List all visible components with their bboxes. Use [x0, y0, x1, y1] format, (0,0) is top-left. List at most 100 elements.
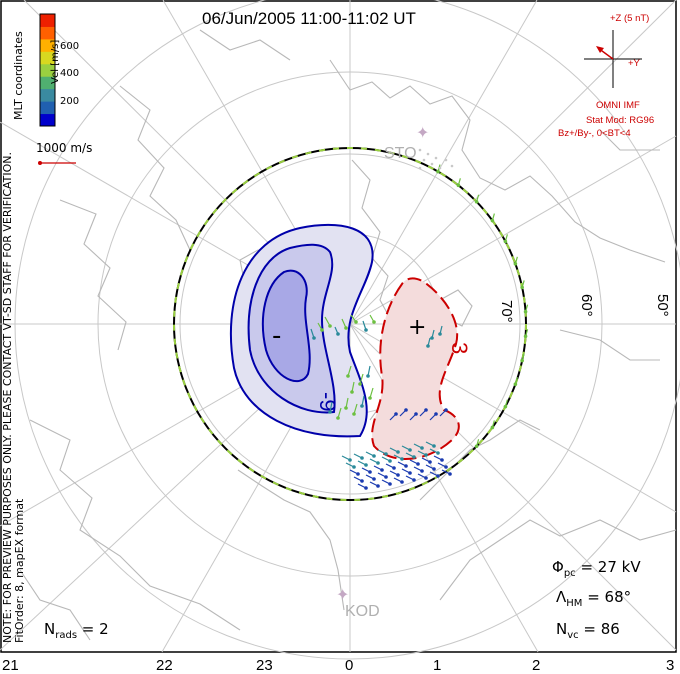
velocity-vector-origin [376, 484, 380, 488]
velocity-vector-origin [520, 285, 524, 290]
velocity-colorbar: 600 400 200 Vel [m/s] MLT coordinates [12, 13, 79, 127]
velocity-vector-origin [404, 464, 408, 468]
velocity-vector-origin [430, 336, 434, 340]
cross-polar-potential: Φpc = 27 kV [552, 558, 641, 579]
heppner-maynard-boundary-dash [173, 147, 527, 501]
colorbar-segment [40, 26, 55, 40]
mlt-axis: 21 22 23 0 1 2 3 [2, 657, 674, 674]
scale-vector: 1000 m/s [36, 141, 92, 165]
velocity-vector-origin [360, 404, 364, 408]
colorbar-segment [40, 101, 55, 115]
velocity-vector-origin [503, 239, 508, 244]
velocity-vector-origin [350, 390, 354, 394]
station-sto: ✦ STO [384, 123, 454, 170]
velocity-vector-origin [404, 408, 408, 412]
velocity-vector-origin [372, 320, 376, 324]
imf-y-label: +Y [628, 58, 641, 69]
velocity-vector-origin [428, 460, 432, 464]
stat-model: Stat Mod: RG96 [586, 115, 654, 126]
velocity-vector-origin [320, 328, 324, 332]
velocity-vector-origin [520, 358, 524, 363]
negative-cell: - -9 [229, 223, 374, 438]
velocity-vector-origin [388, 482, 392, 486]
vector-count: Nvc = 86 [556, 620, 620, 641]
mlt-tick: 23 [256, 657, 273, 674]
latitude-label-50: 50° [654, 294, 671, 317]
positive-cell: + 3 [371, 277, 472, 460]
velocity-vector-origin [376, 461, 380, 465]
velocity-vector-origin [344, 326, 348, 330]
velocity-vector-origin [440, 458, 444, 462]
velocity-vector-origin [400, 480, 404, 484]
radar-count: Nrads = 2 [44, 620, 109, 641]
mlt-tick: 21 [2, 657, 19, 674]
velocity-vector-origin [360, 479, 364, 483]
colorbar-segment [40, 38, 55, 52]
velocity-vector-origin [490, 425, 495, 430]
velocity-vector-origin [448, 472, 452, 476]
velocity-vector-origin [424, 453, 428, 457]
velocity-vector-origin [503, 404, 508, 409]
colorbar-tick-600: 600 [60, 41, 79, 52]
colorbar-tick-400: 400 [60, 68, 79, 79]
map-title: 06/Jun/2005 11:00-11:02 UT [202, 9, 416, 28]
velocity-vector-origin [360, 456, 364, 460]
scale-vector-label: 1000 m/s [36, 141, 92, 155]
velocity-vector-origin [372, 454, 376, 458]
velocity-vector-origin [352, 465, 356, 469]
mlt-tick: 22 [156, 657, 173, 674]
station-kod: ✦ KOD [336, 585, 380, 620]
station-marker-icon: ✦ [416, 123, 429, 142]
velocity-vector-origin [364, 328, 368, 332]
velocity-vector-origin [438, 332, 442, 336]
velocity-vector-origin [336, 416, 340, 420]
velocity-vector-origin [414, 412, 418, 416]
velocity-vector-origin [348, 458, 352, 462]
velocity-vector-origin [513, 382, 518, 386]
hm-latitude: ΛHM = 68° [556, 588, 631, 609]
velocity-vector-origin [436, 474, 440, 478]
colorbar-segment [40, 63, 55, 77]
velocity-vector-origin [368, 396, 372, 400]
velocity-vector-origin [384, 475, 388, 479]
velocity-vector-origin [474, 444, 479, 449]
velocity-vector-origin [396, 450, 400, 454]
plot-frame [0, 0, 677, 653]
imf-condition: Bz+/By-, 0<BT<4 [558, 128, 631, 139]
velocity-vector-origin [434, 412, 438, 416]
velocity-vector-origin [328, 410, 332, 414]
velocity-vector-origin [436, 451, 440, 455]
velocity-vector-origin [384, 452, 388, 456]
velocity-vector-origin [412, 455, 416, 459]
velocity-vector-origin [408, 448, 412, 452]
velocity-vector-origin [346, 374, 350, 378]
velocity-vector-origin [416, 462, 420, 466]
fit-order-note: FitOrder: 8, mapEX format [13, 498, 26, 643]
velocity-vector-origin [424, 476, 428, 480]
mlt-tick: 3 [666, 657, 674, 674]
velocity-vector-origin [392, 466, 396, 470]
velocity-vectors [310, 164, 529, 490]
colorbar-segment [40, 51, 55, 65]
velocity-vector-origin [380, 468, 384, 472]
colorbar-segment [40, 88, 55, 102]
mlt-tick: 2 [532, 657, 540, 674]
velocity-vector-origin [490, 218, 495, 223]
colorbar-segment [40, 113, 55, 127]
velocity-vector-origin [412, 478, 416, 482]
velocity-vector-origin [420, 469, 424, 473]
velocity-vector-origin [364, 486, 368, 490]
velocity-vector-origin [513, 262, 518, 266]
velocity-vector-origin [432, 467, 436, 471]
velocity-vector-origin [368, 470, 372, 474]
velocity-vector-origin [358, 382, 362, 386]
velocity-vector-origin [336, 332, 340, 336]
velocity-vector-origin [328, 324, 332, 328]
velocity-vector-origin [523, 309, 528, 314]
positive-cell-label: 3 [447, 342, 472, 354]
positive-cell-sign: + [408, 315, 426, 340]
velocity-vector-origin [444, 408, 448, 412]
velocity-vector-origin [354, 320, 358, 324]
velocity-vector-origin [312, 336, 316, 340]
latitude-label-70: 70° [498, 300, 515, 323]
